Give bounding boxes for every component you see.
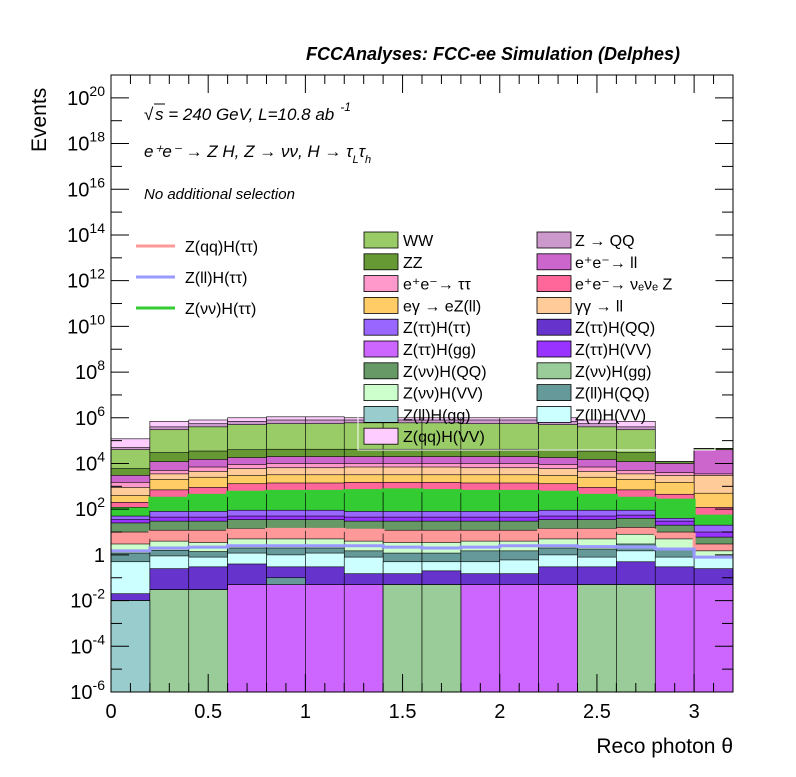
axes: 0 0.5 1 1.5 2 2.5 3 10-6 10-4 10-2 1 102 104 106 108 10… [67,74,734,723]
x-tick-label: 2.5 [583,701,611,723]
x-tick-label: 0.5 [194,701,222,723]
bar [227,584,267,693]
legend-label: Z(ττ)H(gg) [403,342,476,359]
legend-swatch [363,253,399,271]
x-tick-label: 1.5 [389,701,417,723]
legend-swatch [363,384,399,402]
legend-swatch [536,384,572,402]
bar [149,589,190,693]
x-tick-label: 2 [494,701,505,723]
legend-label: ZZ [403,255,423,272]
energy-text: = 240 GeV, L=10.8 ab [164,105,335,124]
selection-annotation: No additional selection [144,186,295,203]
legend-label: e⁺e⁻→ ll [575,255,637,272]
bar [266,584,306,693]
legend-label: WW [403,233,434,250]
process-tau2: τ [359,142,367,161]
legend-swatch [363,340,399,358]
legend-label: Z(qq)H(VV) [403,429,485,446]
legend-swatch [536,231,572,249]
x-tick-label: 0 [105,701,116,723]
y-tick-label: 104 [75,448,105,475]
bar [343,584,384,693]
legend-box [357,231,716,451]
legend-label: Z(ττ)H(ττ) [403,320,471,337]
y-tick-label: 1010 [67,311,105,338]
legend-swatch [363,427,399,445]
bar [616,584,656,693]
legend-swatch [536,275,572,293]
x-tick-label: 1 [300,701,311,723]
legend-swatch [363,318,399,336]
y-axis-label: Events [28,88,51,152]
y-tick-label: 1020 [67,83,105,110]
signal-line-1 [111,544,733,559]
x-axis-label: Reco photon θ [596,735,733,758]
legend-swatch [363,275,399,293]
y-tick-label: 102 [75,494,105,521]
signal-line-2 [111,488,733,518]
sqrt-symbol: √ [144,105,154,124]
y-tick-label: 10-2 [70,586,105,613]
legend-label: Z(νν)H(QQ) [403,364,487,381]
legend-swatch [536,340,572,358]
svg-text:s = 240 GeV, L=10.8 ab-1: s = 240 GeV, L=10.8 ab -1 [155,100,351,124]
legend-swatch [536,296,572,314]
signal-lines [111,488,733,559]
legend-label: Z → QQ [575,233,635,250]
y-tick-label: 108 [75,357,105,384]
chart-title: FCCAnalyses: FCC-ee Simulation (Delphes) [306,44,680,64]
bar [499,584,539,693]
legend-swatch [363,405,399,423]
legend-label: γγ → ll [575,298,623,315]
bar [654,584,695,693]
process-main: e⁺e⁻ → Z H, Z → νν, H → τ [144,142,354,161]
legend-label: Z(ll)H(QQ) [575,386,650,403]
stacked-histogram [110,416,734,693]
legend-swatch [536,318,572,336]
legend-label: e⁺e⁻→ ττ [403,277,471,294]
legend-label: e⁺e⁻→ νₑνₑ Z [575,277,672,294]
legend-label: eγ → eZ(ll) [403,298,481,315]
legend-label: Z(ll)H(gg) [403,407,471,424]
y-tick-label: 1018 [67,129,105,156]
bar [460,584,501,693]
legend-label: Z(qq)H(ττ) [185,239,258,256]
legend-swatch [363,296,399,314]
energy-annotation: √ s = 240 GeV, L=10.8 ab -1 [144,100,351,124]
legend-label: Z(ττ)H(QQ) [575,320,655,337]
y-tick-label: 106 [75,403,105,430]
bar [421,584,462,693]
y-tick-label: 1 [94,545,105,567]
legend-label: Z(ττ)H(VV) [575,342,652,359]
legend-label: Z(νν)H(VV) [403,386,483,403]
legend-swatch [536,405,572,423]
legend-swatch [363,362,399,380]
energy-s: s [155,105,164,124]
legend-label: Z(νν)H(ττ) [185,301,256,318]
legend-swatch [363,231,399,249]
y-tick-label: 1016 [67,174,105,201]
legend-label: Z(ll)H(VV) [575,407,646,424]
signal-line-0 [111,527,733,550]
y-tick-label: 1012 [67,266,105,293]
y-tick-label: 10-6 [70,677,105,704]
legend-swatch [536,253,572,271]
bar [693,584,734,693]
process-annotation: e⁺e⁻ → Z H, Z → νν, H → τLτh [144,142,371,166]
legend-label: Z(ll)H(ττ) [185,270,247,287]
legend-swatch [536,362,572,380]
x-tick-label: 3 [689,701,700,723]
process-sub-l: L [353,154,359,166]
legend-backgrounds: WW ZZ e⁺e⁻→ ττ eγ → eZ(ll) Z(ττ)H(ττ) Z(ττ)H(… [357,231,716,451]
bar [305,584,345,693]
legend-label: Z(νν)H(gg) [575,364,651,381]
legend-signal: Z(qq)H(ττ) Z(ll)H(ττ) Z(νν)H(ττ) [136,239,258,318]
energy-exp: -1 [340,100,351,114]
y-tick-label: 1014 [67,220,105,247]
y-tick-label: 10-4 [70,631,105,658]
bar [538,584,578,693]
process-sub-h: h [365,154,371,166]
